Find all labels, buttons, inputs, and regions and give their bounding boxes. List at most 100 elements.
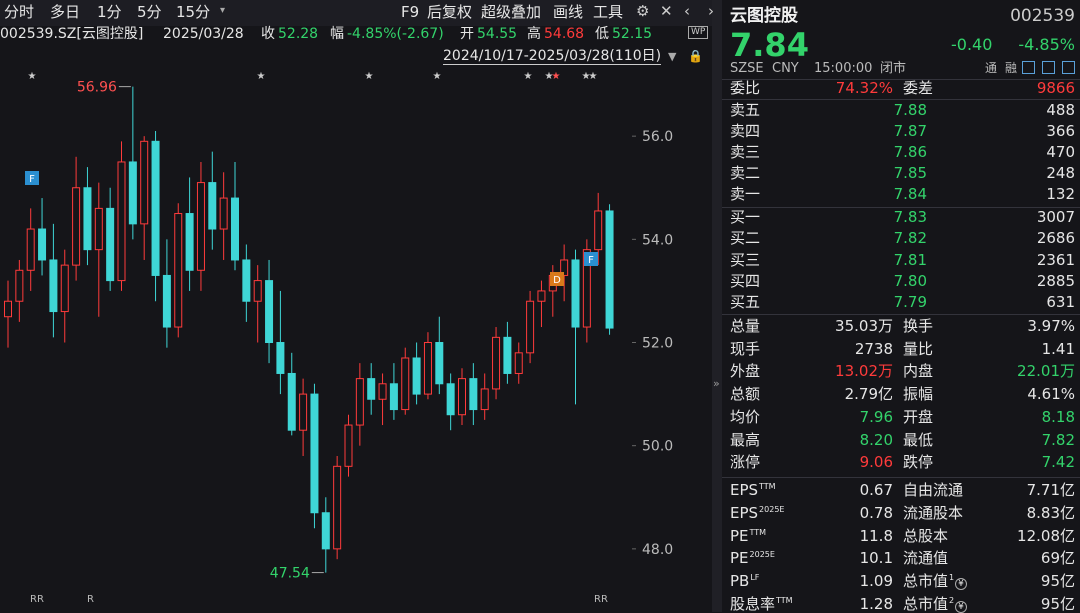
yen-icon[interactable]: ¥ bbox=[955, 578, 967, 591]
candle-body bbox=[378, 383, 387, 400]
event-badge bbox=[550, 272, 564, 286]
stock-code: 002539.SZ[云图控股] bbox=[0, 26, 144, 42]
tool-button[interactable]: 超级叠加 bbox=[481, 3, 542, 21]
fund-label: 流通股本 bbox=[903, 503, 964, 522]
book-label: 买二 bbox=[730, 229, 761, 248]
period-tab[interactable]: 15分 bbox=[176, 3, 211, 21]
range-dropdown[interactable]: ▼ bbox=[668, 50, 677, 63]
candle-body bbox=[287, 372, 296, 431]
candle-body bbox=[128, 161, 137, 225]
book-label: 卖二 bbox=[730, 164, 761, 182]
stat-value: 13.02万 bbox=[835, 362, 893, 381]
tool-button[interactable]: F9 bbox=[401, 3, 420, 21]
candle-body bbox=[60, 264, 69, 313]
field-label: 开 bbox=[460, 26, 474, 42]
book-label: 卖五 bbox=[730, 101, 761, 119]
y-tick-label: 52.0 bbox=[642, 336, 673, 352]
period-tab[interactable]: 1分 bbox=[97, 3, 122, 21]
candle-body bbox=[231, 197, 239, 261]
fund-value: 1.09 bbox=[859, 572, 893, 591]
candle-body bbox=[537, 290, 546, 302]
tool-button[interactable]: 工具 bbox=[593, 3, 624, 21]
panel-icon[interactable] bbox=[1062, 61, 1075, 74]
star-marker: ★ bbox=[433, 71, 442, 82]
tool-button[interactable]: 后复权 bbox=[427, 3, 473, 21]
market-info: CNY bbox=[772, 61, 799, 76]
yen-icon[interactable]: ¥ bbox=[955, 601, 967, 613]
splitter[interactable]: » bbox=[712, 0, 722, 612]
fund-value: 95亿 bbox=[1040, 595, 1075, 613]
candle-body bbox=[276, 342, 285, 374]
panel-icon[interactable] bbox=[1042, 61, 1055, 74]
trade-tag: 融 bbox=[1005, 61, 1018, 75]
book-volume: 631 bbox=[1046, 293, 1075, 312]
period-tab[interactable]: 5分 bbox=[137, 3, 162, 21]
field-label: 幅 bbox=[330, 26, 344, 42]
period-tab[interactable]: 多日 bbox=[50, 3, 81, 21]
candle-body bbox=[571, 259, 580, 328]
stat-value: 8.18 bbox=[1041, 407, 1075, 426]
field-value: 54.68 bbox=[544, 26, 585, 42]
candle-body bbox=[310, 393, 319, 514]
stat-label: 最高 bbox=[730, 430, 761, 449]
superscript: TTM bbox=[759, 482, 776, 491]
star-marker: ★ bbox=[545, 71, 554, 82]
superscript: 2 bbox=[949, 596, 955, 605]
ratio-value: 74.32% bbox=[835, 79, 893, 97]
icon-button[interactable]: › bbox=[708, 2, 714, 20]
candle-body bbox=[208, 182, 217, 230]
stat-label: 总额 bbox=[730, 385, 761, 404]
icon-button[interactable]: ✕ bbox=[660, 2, 673, 20]
period-tab[interactable]: 分时 bbox=[4, 3, 35, 21]
stat-value: 1.41 bbox=[1041, 339, 1075, 358]
candle-body bbox=[49, 259, 58, 313]
candle-body bbox=[526, 300, 535, 354]
fund-value: 95亿 bbox=[1040, 572, 1075, 591]
fund-label: 总市值2¥ bbox=[903, 596, 967, 613]
date-range[interactable]: 2024/10/17-2025/03/28(110日) bbox=[443, 48, 662, 65]
book-price: 7.88 bbox=[893, 101, 927, 119]
candle-body bbox=[435, 342, 444, 385]
fund-label: PBLF bbox=[730, 572, 760, 591]
candle-body bbox=[151, 140, 160, 276]
candle-body bbox=[582, 249, 591, 328]
stat-value: 8.20 bbox=[859, 430, 893, 449]
candle-body bbox=[15, 269, 24, 302]
fund-value: 0.78 bbox=[859, 503, 893, 522]
price-change: -0.40 bbox=[951, 35, 993, 54]
star-marker: ★ bbox=[257, 71, 266, 82]
book-volume: 3007 bbox=[1036, 208, 1075, 226]
stat-value: 2.79亿 bbox=[844, 385, 893, 404]
candle-body bbox=[94, 207, 103, 251]
book-volume: 366 bbox=[1046, 122, 1075, 140]
stat-label: 量比 bbox=[903, 339, 934, 358]
icon-button[interactable]: ‹ bbox=[684, 2, 690, 20]
tool-button[interactable]: 画线 bbox=[553, 3, 584, 21]
star-marker: ★ bbox=[552, 71, 561, 82]
stock-code: 002539 bbox=[1010, 6, 1075, 26]
book-volume: 248 bbox=[1046, 164, 1075, 182]
fund-label: EPS2025E bbox=[730, 503, 785, 522]
fund-label: PE2025E bbox=[730, 549, 775, 568]
separator bbox=[722, 477, 1080, 478]
book-volume: 2885 bbox=[1036, 271, 1075, 290]
candle-body bbox=[333, 465, 342, 550]
stat-value: 2738 bbox=[854, 339, 893, 358]
fund-label: 流通值 bbox=[903, 549, 949, 568]
panel-icon[interactable] bbox=[1022, 61, 1035, 74]
wp-badge: WP bbox=[688, 26, 709, 39]
candle-body bbox=[492, 336, 501, 390]
book-price: 7.81 bbox=[893, 250, 927, 269]
event-badge-label: D bbox=[553, 275, 561, 286]
stat-label: 开盘 bbox=[903, 407, 934, 426]
book-volume: 2686 bbox=[1036, 229, 1075, 248]
stat-value: 7.96 bbox=[859, 407, 893, 426]
star-marker: ★ bbox=[589, 71, 598, 82]
separator bbox=[722, 99, 1080, 100]
dropdown: ▾ bbox=[220, 5, 226, 16]
bar-date: 2025/03/28 bbox=[163, 26, 244, 42]
icon-button[interactable]: ⚙ bbox=[636, 2, 650, 20]
candle-body bbox=[480, 388, 489, 411]
